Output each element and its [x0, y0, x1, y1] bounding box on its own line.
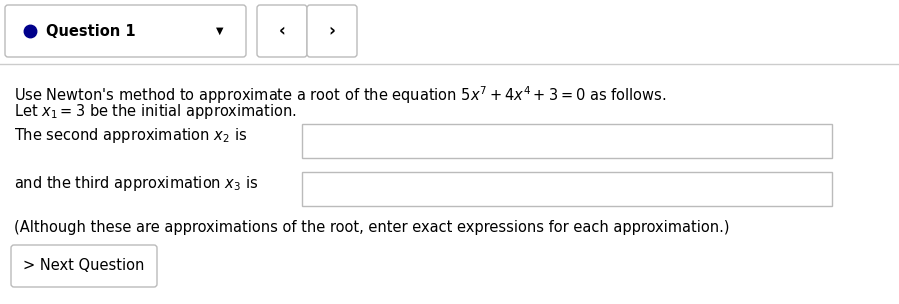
- Text: and the third approximation $x_3$ is: and the third approximation $x_3$ is: [14, 174, 258, 193]
- FancyBboxPatch shape: [302, 124, 832, 158]
- FancyBboxPatch shape: [5, 5, 246, 57]
- Text: > Next Question: > Next Question: [23, 258, 145, 274]
- Text: ‹: ‹: [279, 22, 286, 40]
- FancyBboxPatch shape: [302, 172, 832, 206]
- Text: The second approximation $x_2$ is: The second approximation $x_2$ is: [14, 126, 247, 145]
- FancyBboxPatch shape: [11, 245, 157, 287]
- Text: Let $x_1 = 3$ be the initial approximation.: Let $x_1 = 3$ be the initial approximati…: [14, 102, 297, 121]
- Text: Question 1: Question 1: [46, 23, 136, 39]
- Text: Use Newton's method to approximate a root of the equation $5x^7 + 4x^4 + 3 = 0$ : Use Newton's method to approximate a roo…: [14, 84, 666, 106]
- FancyBboxPatch shape: [307, 5, 357, 57]
- Text: ▼: ▼: [217, 26, 224, 36]
- FancyBboxPatch shape: [257, 5, 307, 57]
- Text: ›: ›: [328, 22, 335, 40]
- Text: (Although these are approximations of the root, enter exact expressions for each: (Although these are approximations of th…: [14, 220, 729, 235]
